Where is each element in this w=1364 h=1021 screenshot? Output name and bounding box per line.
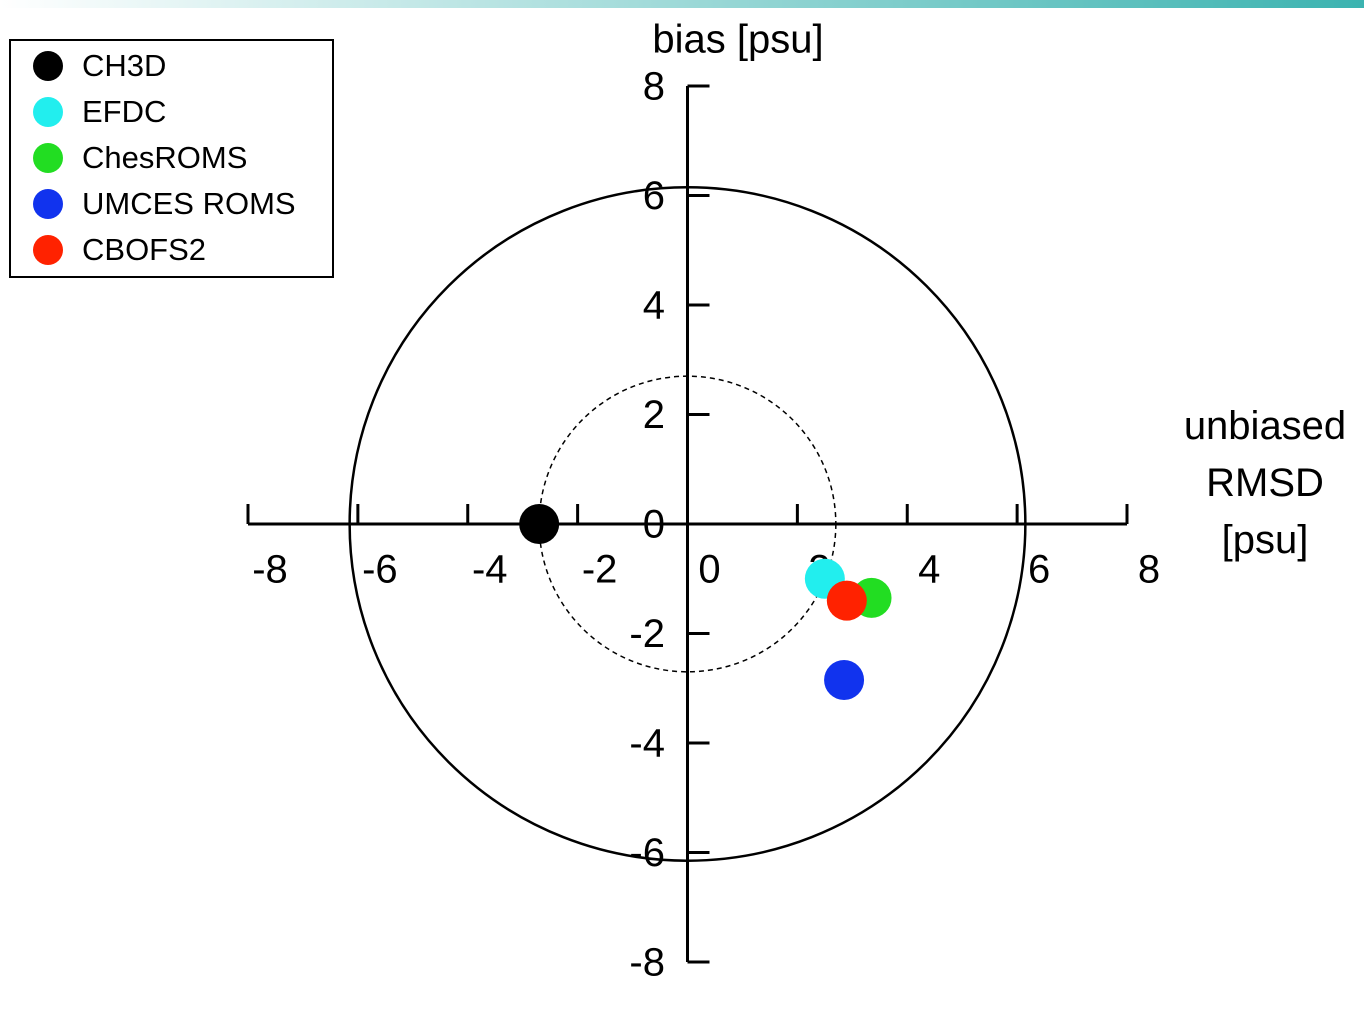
point <box>824 660 865 701</box>
x-axis-label: unbiased RMSD [psu] <box>1183 404 1347 562</box>
y-tick-label: -2 <box>629 612 665 656</box>
reference-circle <box>348 186 1027 862</box>
y-tick-label: 6 <box>643 174 665 218</box>
legend-label: ChesROMS <box>82 140 247 175</box>
y-tick-label: -6 <box>629 831 665 875</box>
legend-marker <box>33 189 63 219</box>
x-tick-label: 6 <box>1028 548 1050 592</box>
reference-circle <box>538 375 837 673</box>
x-tick-label: 8 <box>1138 548 1160 592</box>
x-tick-label: -4 <box>472 548 508 592</box>
y-tick-label: 2 <box>643 393 665 437</box>
x-tick-label: -6 <box>362 548 398 592</box>
legend-marker <box>33 235 63 265</box>
legend-label: UMCES ROMS <box>82 186 296 221</box>
y-tick-label: -4 <box>629 722 665 766</box>
y-tick-label: 0 <box>643 503 665 547</box>
x-tick-label: -8 <box>252 548 288 592</box>
legend-label: EFDC <box>82 94 166 129</box>
legend-label: CH3D <box>82 48 166 83</box>
legend-box <box>9 39 334 278</box>
legend-label: CBOFS2 <box>82 232 206 267</box>
chart-title: bias [psu] <box>652 18 823 62</box>
legend-marker <box>33 143 63 173</box>
y-tick-label: -8 <box>629 941 665 985</box>
x-tick-label: -2 <box>582 548 618 592</box>
point <box>826 580 867 621</box>
x-tick-label: 4 <box>918 548 940 592</box>
legend-marker <box>33 51 63 81</box>
x-tick-label: 0 <box>698 548 720 592</box>
legend-marker <box>33 97 63 127</box>
top-bar <box>0 0 1364 8</box>
y-tick-label: 4 <box>643 284 665 328</box>
y-tick-label: 8 <box>643 65 665 109</box>
point <box>519 504 560 544</box>
